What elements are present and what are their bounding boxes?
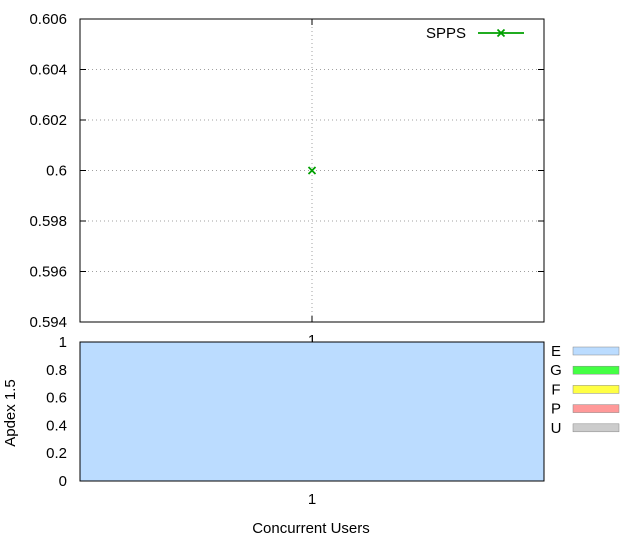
- bottom-apdex-plot: 0 0.2 0.4 0.6 0.8 1 1 Apdex 1.5 Concurrent Users…: [2, 334, 620, 537]
- top-ytick-label: 0.596: [29, 264, 67, 281]
- data-point-spps: [307, 166, 317, 175]
- top-ytick-label: 0.602: [29, 112, 67, 129]
- bottom-ytick-label: 0.4: [46, 417, 67, 434]
- legend-label-u: U: [551, 420, 562, 437]
- bottom-ytick-label: 0.2: [46, 445, 67, 462]
- top-ytick-label: 0.604: [29, 62, 67, 79]
- bottom-ytick-label: 0.8: [46, 362, 67, 379]
- top-xtick-label: 1: [308, 332, 316, 349]
- legend-swatch-u: [572, 423, 620, 433]
- top-plot-frame: [79, 18, 545, 323]
- legend-swatch-f: [572, 385, 620, 394]
- legend-label-p: P: [551, 401, 561, 418]
- legend-label-e: E: [551, 343, 561, 360]
- bottom-xtick-label: 1: [308, 491, 316, 508]
- top-ytick-label: 0.598: [29, 213, 67, 230]
- legend-marker: [496, 28, 506, 38]
- legend-swatch-e: [572, 346, 620, 356]
- legend-label-g: G: [550, 362, 562, 379]
- bottom-ytick-label: 1: [59, 334, 67, 351]
- top-ytick-label: 0.6: [46, 163, 67, 180]
- top-ytick-label: 0.594: [29, 314, 67, 331]
- bottom-ytick-label: 0.6: [46, 390, 67, 407]
- top-line-plot: 0.594 0.596 0.598 0.6 0.602 0.604 0.606 1 SPPS: [29, 11, 545, 349]
- bottom-plot-frame: [79, 341, 545, 482]
- legend-label-spps: SPPS: [426, 25, 466, 42]
- legend-label-f: F: [551, 381, 560, 398]
- bottom-ylabel: Apdex 1.5: [2, 379, 19, 447]
- bottom-xlabel: Concurrent Users: [252, 520, 370, 537]
- legend-swatch-g: [572, 365, 620, 375]
- legend-swatch-p: [572, 404, 620, 413]
- bottom-ytick-label: 0: [59, 473, 67, 490]
- data-point-mark: [307, 166, 317, 175]
- top-ytick-label: 0.606: [29, 11, 67, 28]
- bar-segment-e: [80, 342, 544, 481]
